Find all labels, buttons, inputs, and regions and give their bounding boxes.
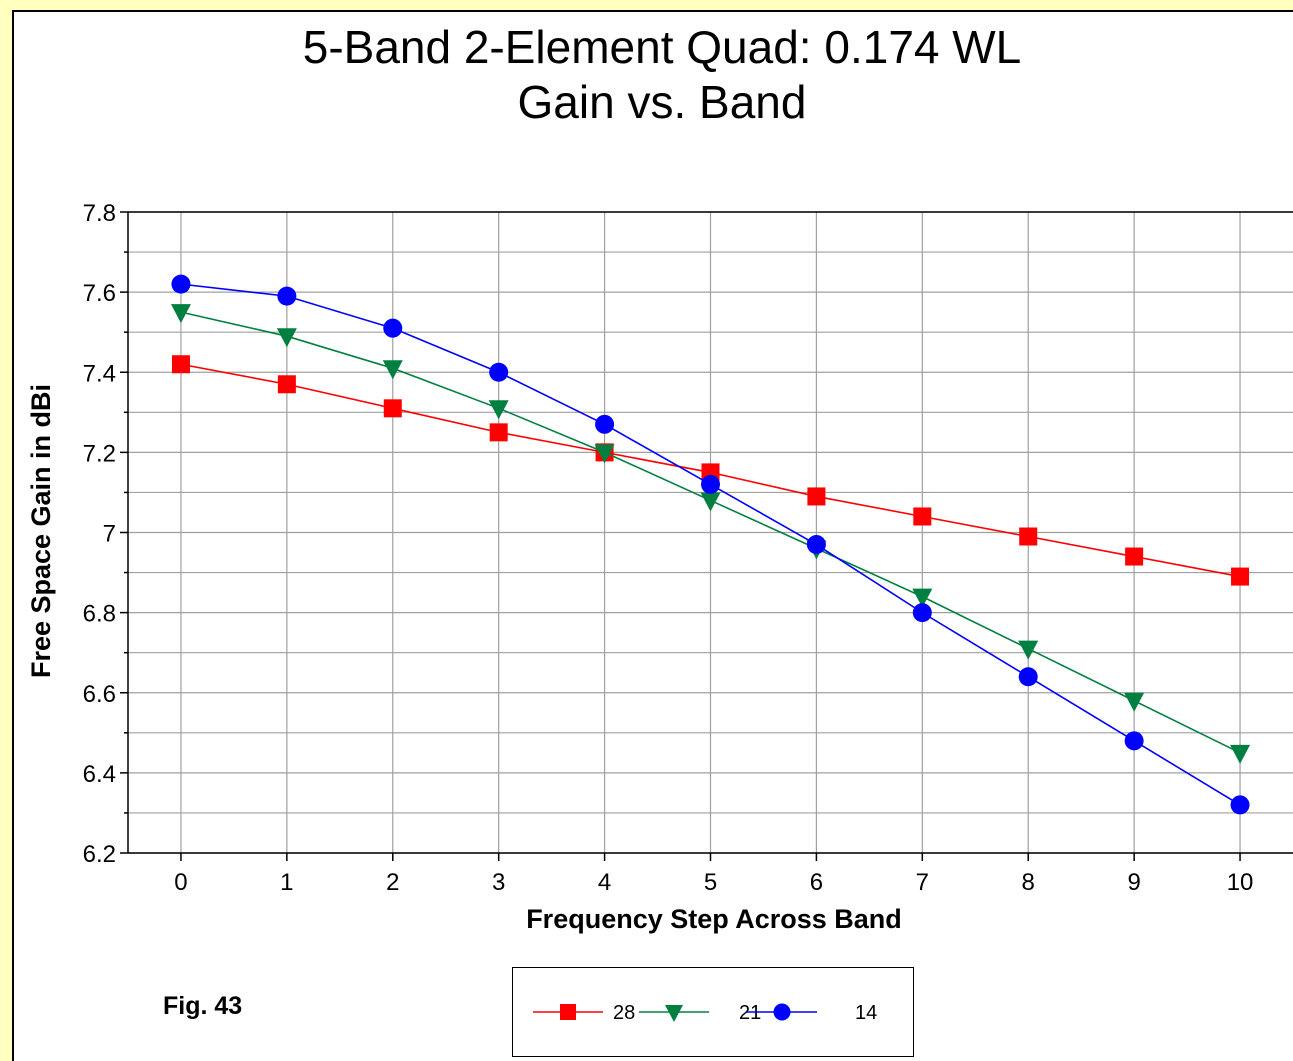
legend-label: 28 (613, 1002, 635, 1024)
data-point-21 (488, 400, 509, 420)
x-tick-label: 4 (598, 869, 611, 896)
data-point-14 (277, 286, 297, 306)
y-tick-label: 6.6 (83, 681, 116, 708)
legend-label: 21 (739, 1002, 761, 1024)
x-tick-label: 1 (280, 869, 293, 896)
x-tick-label: 10 (1227, 869, 1254, 896)
legend-marker (560, 1004, 576, 1020)
data-point-28 (807, 487, 826, 506)
data-point-14 (1124, 731, 1144, 751)
data-point-28 (1125, 547, 1144, 566)
grid (128, 211, 1293, 854)
data-point-28 (913, 507, 932, 526)
data-point-21 (1124, 692, 1145, 712)
data-point-21 (912, 588, 933, 608)
x-tick-label: 0 (174, 869, 187, 896)
y-tick-label: 6.4 (83, 761, 116, 788)
chart-frame (12, 10, 1293, 1061)
data-point-14 (806, 535, 826, 555)
y-tick-label: 7.6 (83, 280, 116, 307)
data-point-28 (383, 399, 402, 418)
data-point-21 (700, 492, 721, 512)
chart-title: 5-Band 2-Element Quad: 0.174 WL (302, 21, 1022, 73)
series-layer (170, 274, 1251, 815)
data-point-28 (489, 423, 508, 442)
data-point-14 (1230, 795, 1250, 815)
data-point-14 (912, 603, 932, 623)
y-axis-label: Free Space Gain in dBi (26, 384, 56, 678)
legend-item-28: 28 (533, 1002, 635, 1024)
figure-label: Fig. 43 (163, 992, 243, 1020)
data-point-21 (276, 328, 297, 348)
tick-labels: 6.2 6.4 6.6 6.8 7 7.2 7.4 7.6 7.8 0 1 2 3 4 5 6 7 8 9 10 (83, 200, 1254, 896)
series-14 (171, 274, 1250, 815)
legend-item-14: 14 (747, 1002, 877, 1024)
y-tick-label: 6.8 (83, 601, 116, 628)
axes (120, 211, 1293, 861)
x-tick-label: 7 (916, 869, 929, 896)
data-point-21 (1018, 640, 1039, 660)
data-point-21 (382, 360, 403, 380)
y-tick-label: 6.2 (83, 841, 116, 868)
legend-marker (773, 1003, 791, 1021)
x-tick-label: 5 (704, 869, 717, 896)
data-point-21 (1230, 744, 1251, 764)
legend-label: 14 (855, 1002, 877, 1024)
data-point-28 (277, 375, 296, 394)
x-tick-label: 6 (810, 869, 823, 896)
chart-subtitle: Gain vs. Band (517, 76, 807, 128)
y-tick-label: 7.4 (83, 360, 116, 387)
data-point-14 (489, 362, 509, 382)
x-tick-label: 2 (386, 869, 399, 896)
legend-items: 28 21 14 (533, 1002, 877, 1024)
data-point-14 (595, 414, 615, 434)
y-tick-label: 7 (103, 521, 116, 548)
data-point-14 (701, 474, 720, 494)
legend-item-21: 21 (639, 1002, 761, 1024)
legend: 28 21 14 (512, 967, 914, 1057)
data-point-21 (170, 304, 191, 324)
y-tick-label: 7.8 (83, 200, 116, 227)
data-point-28 (171, 355, 190, 374)
x-tick-label: 3 (492, 869, 505, 896)
y-tick-label: 7.2 (83, 440, 116, 467)
legend-marker (665, 1005, 683, 1022)
data-point-28 (1019, 527, 1038, 546)
x-tick-label: 8 (1022, 869, 1035, 896)
data-point-28 (1231, 567, 1250, 586)
data-point-14 (1018, 667, 1038, 687)
x-tick-label: 9 (1127, 869, 1140, 896)
data-point-14 (383, 318, 403, 338)
x-axis-label: Frequency Step Across Band (526, 904, 902, 934)
data-point-21 (594, 444, 615, 464)
data-point-14 (171, 274, 191, 294)
chart-title-block: 5-Band 2-Element Quad: 0.174 WL Gain vs.… (0, 20, 1293, 130)
